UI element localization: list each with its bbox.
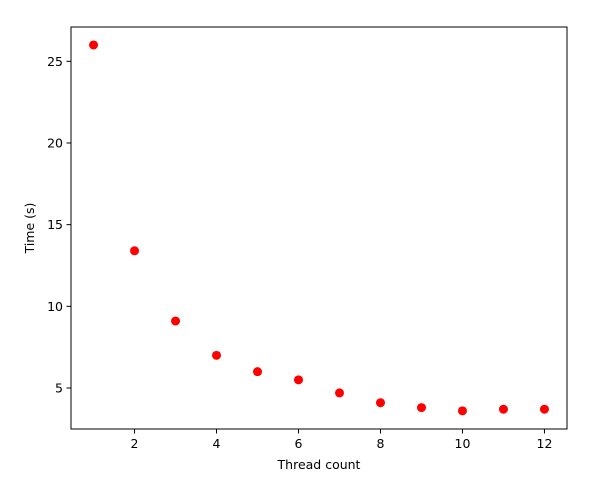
data-point: [416, 403, 426, 413]
x-tick-label: 6: [295, 436, 303, 451]
x-tick-label: 4: [213, 436, 221, 451]
x-tick-label: 12: [537, 436, 553, 451]
x-tick-label: 8: [377, 436, 385, 451]
data-point: [334, 388, 344, 398]
data-point: [457, 406, 467, 416]
data-point: [89, 40, 99, 50]
y-tick-label: 10: [47, 299, 63, 314]
axes-frame: [70, 26, 568, 430]
x-axis-label: Thread count: [277, 457, 361, 472]
y-tick-label: 5: [55, 380, 63, 395]
x-tick-label: 2: [131, 436, 139, 451]
data-points: [89, 40, 549, 416]
x-axis-ticks: 2 4 6 8 10 12: [131, 429, 553, 451]
data-point: [498, 404, 508, 414]
data-point: [212, 350, 222, 360]
data-point: [253, 367, 263, 377]
x-tick-label: 10: [455, 436, 471, 451]
data-point: [294, 375, 304, 385]
y-axis-ticks: 5 10 15 20 25: [47, 54, 71, 395]
y-tick-label: 20: [47, 135, 63, 150]
data-point: [375, 398, 385, 408]
y-tick-label: 25: [47, 54, 63, 69]
data-point: [171, 316, 181, 326]
y-tick-label: 15: [47, 217, 63, 232]
data-point: [130, 246, 140, 256]
data-point: [539, 404, 549, 414]
plot-area: [70, 26, 568, 430]
y-axis-label: Time (s): [22, 203, 37, 255]
